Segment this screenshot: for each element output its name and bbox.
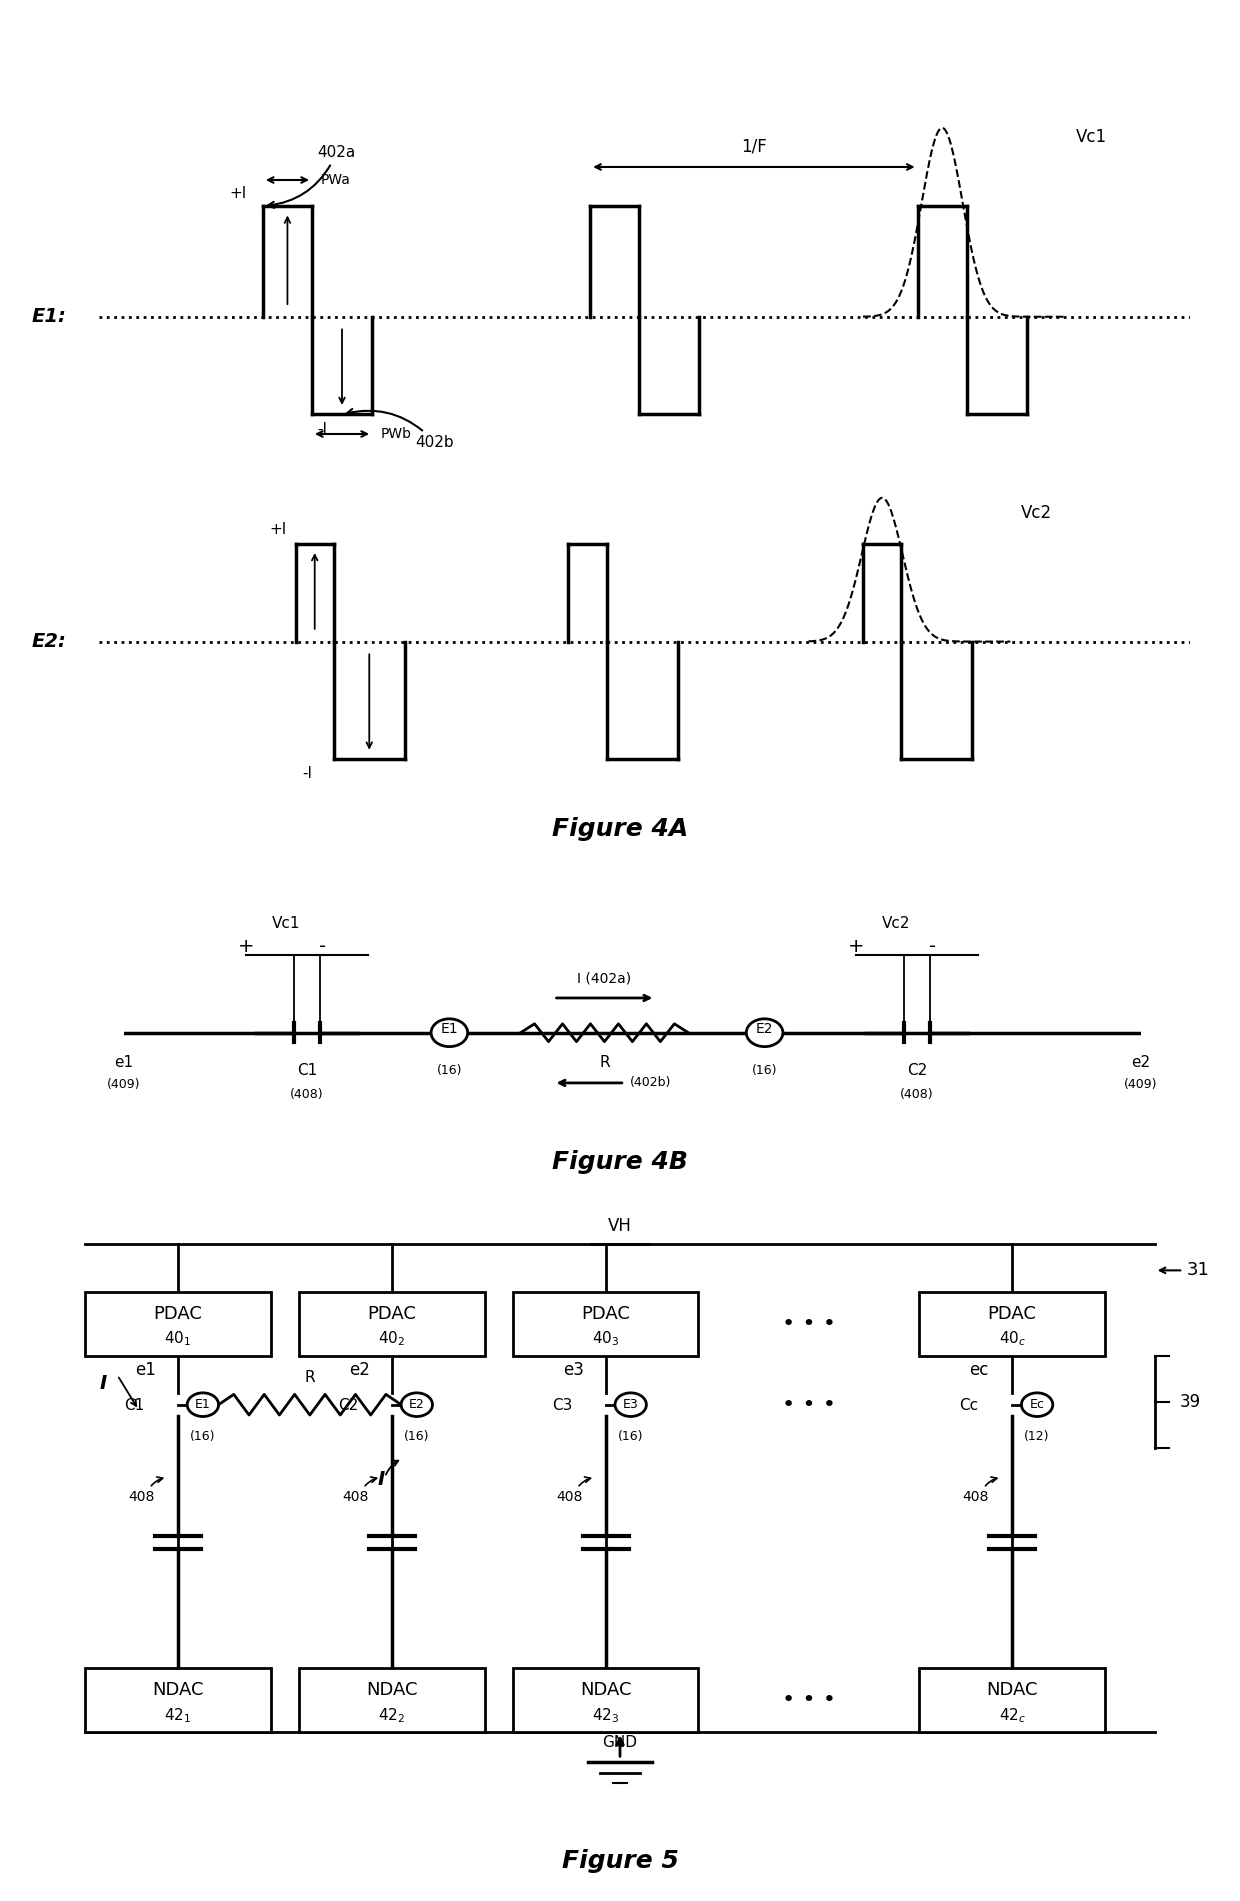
Text: NDAC: NDAC <box>580 1682 631 1699</box>
Text: I (402a): I (402a) <box>578 971 631 985</box>
Text: Vc1: Vc1 <box>272 916 300 931</box>
Text: 40$_1$: 40$_1$ <box>164 1331 192 1348</box>
Text: 42$_1$: 42$_1$ <box>164 1705 192 1724</box>
Bar <box>513 1667 698 1732</box>
Text: +: + <box>238 937 254 956</box>
Bar <box>86 1293 270 1355</box>
Text: 39: 39 <box>1179 1393 1200 1411</box>
Text: (16): (16) <box>404 1430 429 1443</box>
Text: 42$_3$: 42$_3$ <box>591 1705 620 1724</box>
Text: Cc: Cc <box>959 1397 978 1412</box>
Bar <box>86 1667 270 1732</box>
Text: R: R <box>599 1055 610 1070</box>
Text: C3: C3 <box>552 1397 573 1412</box>
Text: NDAC: NDAC <box>153 1682 203 1699</box>
Text: PDAC: PDAC <box>988 1306 1037 1323</box>
Text: e2: e2 <box>350 1361 370 1378</box>
Text: NDAC: NDAC <box>366 1682 418 1699</box>
Text: -: - <box>319 937 326 956</box>
Text: 42$_2$: 42$_2$ <box>378 1705 405 1724</box>
Text: Ec: Ec <box>1029 1397 1044 1411</box>
Text: PDAC: PDAC <box>582 1306 630 1323</box>
Text: Figure 4A: Figure 4A <box>552 817 688 840</box>
Text: (409): (409) <box>1123 1078 1158 1091</box>
Text: • • •: • • • <box>782 1690 836 1711</box>
Text: C1: C1 <box>296 1063 317 1078</box>
Circle shape <box>401 1393 433 1416</box>
Text: (16): (16) <box>618 1430 644 1443</box>
Text: 408: 408 <box>128 1490 155 1504</box>
Text: (16): (16) <box>751 1063 777 1076</box>
Circle shape <box>432 1019 467 1047</box>
Bar <box>513 1293 698 1355</box>
Text: I: I <box>378 1469 384 1488</box>
Text: (402b): (402b) <box>630 1076 671 1089</box>
Text: C1: C1 <box>124 1397 145 1412</box>
Text: e1: e1 <box>135 1361 156 1378</box>
Text: 42$_c$: 42$_c$ <box>998 1705 1025 1724</box>
Text: 402b: 402b <box>347 409 454 451</box>
Text: E2: E2 <box>756 1023 774 1036</box>
Bar <box>920 1667 1105 1732</box>
Text: E1: E1 <box>440 1023 459 1036</box>
Text: E1:: E1: <box>32 308 67 327</box>
Text: Vc1: Vc1 <box>1076 127 1107 146</box>
Text: (16): (16) <box>190 1430 216 1443</box>
Text: E1: E1 <box>195 1397 211 1411</box>
Text: • • •: • • • <box>782 1395 836 1414</box>
Text: e1: e1 <box>114 1055 134 1070</box>
Text: • • •: • • • <box>782 1314 836 1335</box>
Bar <box>299 1667 485 1732</box>
Text: 40$_3$: 40$_3$ <box>591 1331 620 1348</box>
Text: 31: 31 <box>1187 1262 1210 1279</box>
Text: E2:: E2: <box>32 633 67 650</box>
Text: Figure 4B: Figure 4B <box>552 1150 688 1173</box>
Bar <box>299 1293 485 1355</box>
Text: E3: E3 <box>622 1397 639 1411</box>
Text: PDAC: PDAC <box>367 1306 417 1323</box>
Text: +: + <box>848 937 864 956</box>
Text: E2: E2 <box>409 1397 424 1411</box>
Text: 408: 408 <box>556 1490 583 1504</box>
Text: 408: 408 <box>342 1490 368 1504</box>
Text: e2: e2 <box>1131 1055 1151 1070</box>
Text: GND: GND <box>603 1736 637 1751</box>
Text: Vc2: Vc2 <box>1022 504 1053 523</box>
Text: C2: C2 <box>906 1063 928 1078</box>
Text: (409): (409) <box>107 1078 141 1091</box>
Text: -I: -I <box>303 766 312 781</box>
Text: ec: ec <box>970 1361 988 1378</box>
Text: C2: C2 <box>339 1397 358 1412</box>
Text: PDAC: PDAC <box>154 1306 202 1323</box>
Text: e3: e3 <box>563 1361 584 1378</box>
Text: VH: VH <box>608 1217 632 1236</box>
Text: 40$_2$: 40$_2$ <box>378 1331 405 1348</box>
Circle shape <box>746 1019 782 1047</box>
Text: 408: 408 <box>962 1490 988 1504</box>
Text: +I: +I <box>229 186 247 202</box>
Circle shape <box>187 1393 218 1416</box>
Text: NDAC: NDAC <box>986 1682 1038 1699</box>
Text: 1/F: 1/F <box>742 137 766 156</box>
Text: (12): (12) <box>1024 1430 1050 1443</box>
Text: 40$_c$: 40$_c$ <box>998 1331 1025 1348</box>
Text: (16): (16) <box>436 1063 463 1076</box>
Text: -: - <box>929 937 936 956</box>
Text: PWb: PWb <box>381 428 412 441</box>
Text: Vc2: Vc2 <box>882 916 910 931</box>
Text: -I: -I <box>317 422 327 437</box>
Circle shape <box>1022 1393 1053 1416</box>
Text: I: I <box>99 1374 107 1393</box>
Text: (408): (408) <box>290 1089 324 1101</box>
Text: +I: +I <box>269 523 286 536</box>
Text: PWa: PWa <box>321 173 351 186</box>
Text: (408): (408) <box>900 1089 934 1101</box>
Circle shape <box>615 1393 646 1416</box>
Text: Figure 5: Figure 5 <box>562 1850 678 1872</box>
Bar <box>920 1293 1105 1355</box>
Text: R: R <box>305 1371 315 1386</box>
Text: 402a: 402a <box>268 144 356 207</box>
